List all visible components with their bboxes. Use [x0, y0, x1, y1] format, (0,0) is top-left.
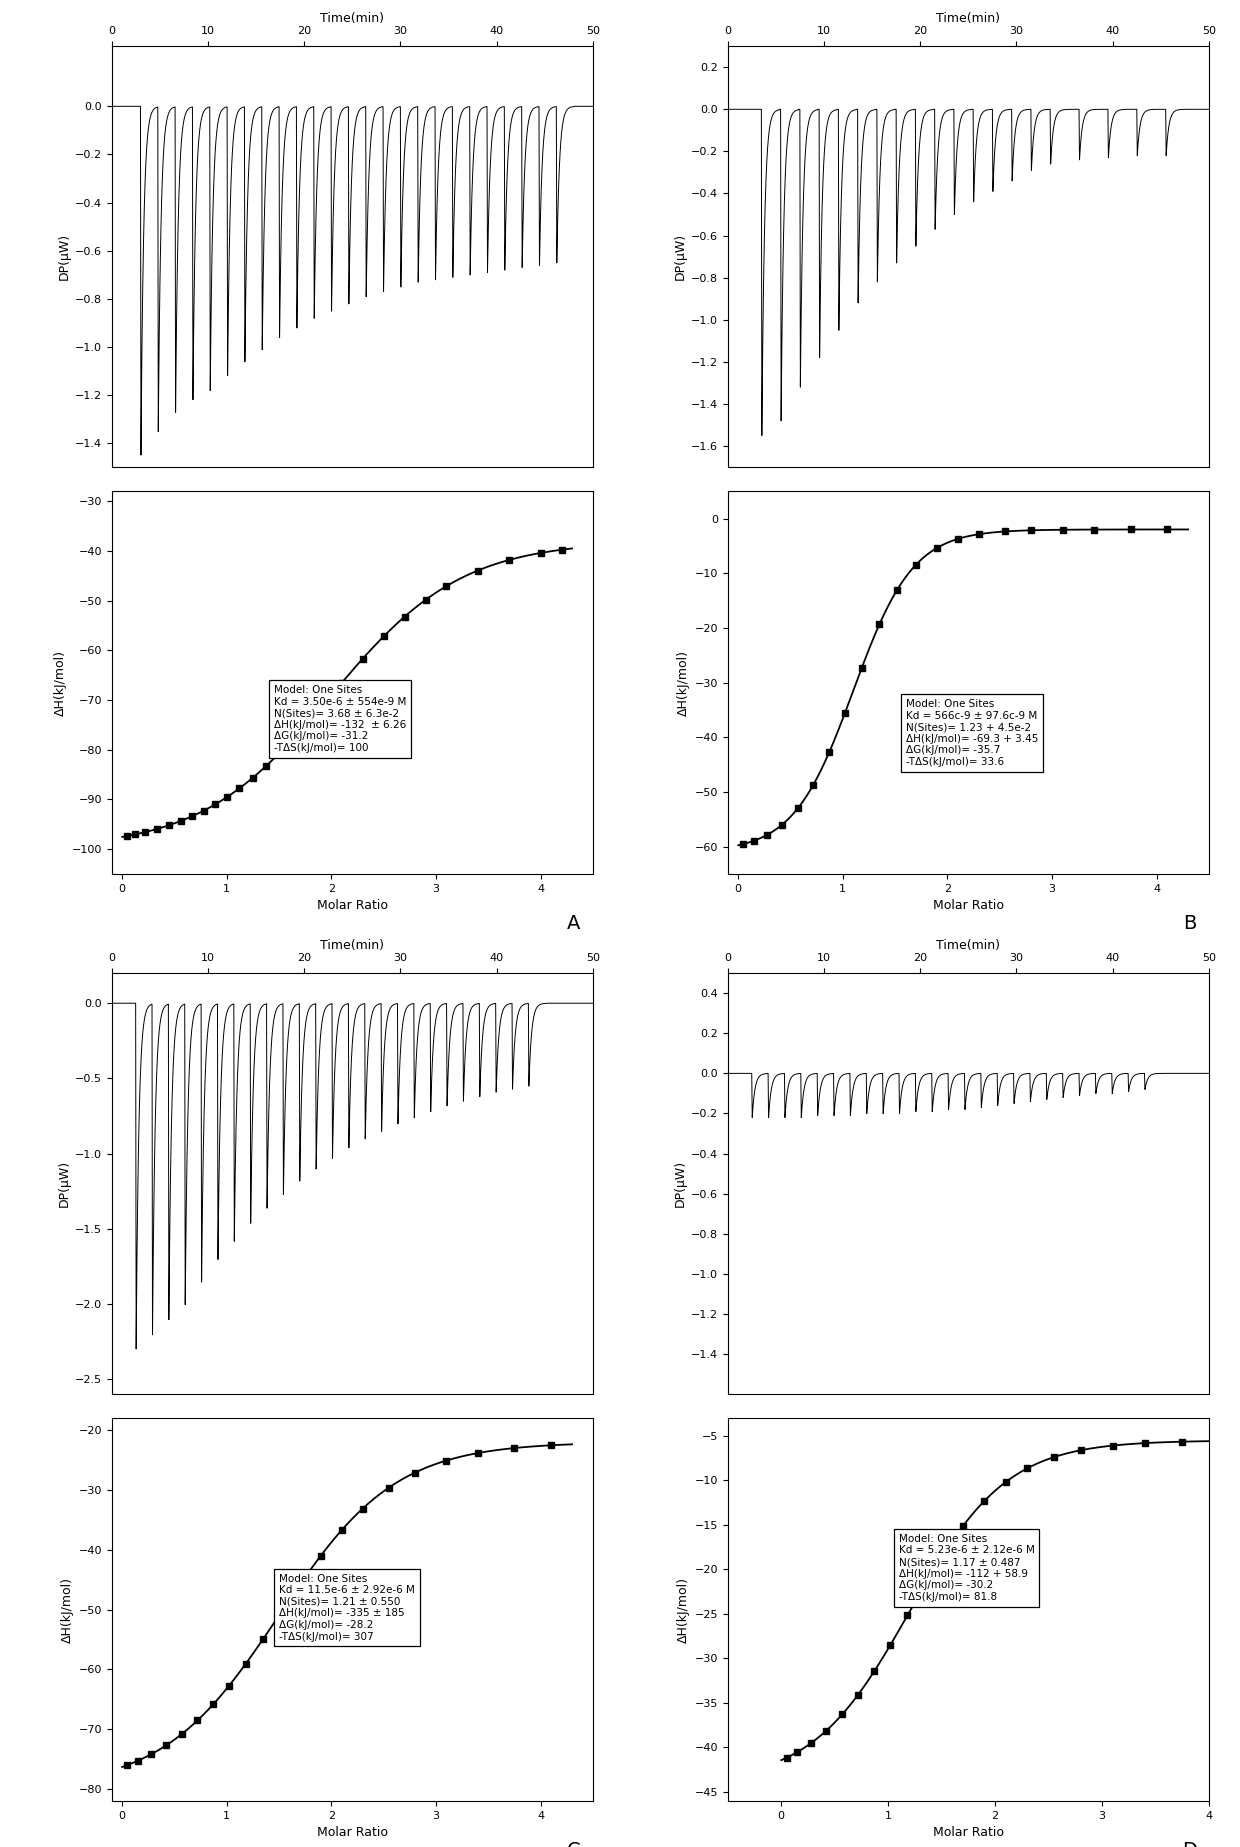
Text: Model: One Sites
Kd = 5.23e-6 ± 2.12e-6 M
N(Sites)= 1.17 ± 0.487
ΔH(kJ/mol)= -11: Model: One Sites Kd = 5.23e-6 ± 2.12e-6 …	[899, 1533, 1034, 1601]
Y-axis label: ΔH(kJ/mol): ΔH(kJ/mol)	[677, 1577, 691, 1642]
Text: A: A	[567, 914, 580, 933]
X-axis label: Molar Ratio: Molar Ratio	[932, 1827, 1004, 1840]
Text: C: C	[567, 1841, 580, 1847]
Y-axis label: DP(μW): DP(μW)	[57, 1160, 71, 1208]
X-axis label: Molar Ratio: Molar Ratio	[932, 899, 1004, 912]
Y-axis label: ΔH(kJ/mol): ΔH(kJ/mol)	[61, 1577, 74, 1642]
Text: Model: One Sites
Kd = 566c-9 ± 97.6c-9 M
N(Sites)= 1.23 + 4.5e-2
ΔH(kJ/mol)= -69: Model: One Sites Kd = 566c-9 ± 97.6c-9 M…	[905, 698, 1038, 767]
X-axis label: Time(min): Time(min)	[320, 940, 384, 953]
Text: Model: One Sites
Kd = 3.50e-6 ± 554e-9 M
N(Sites)= 3.68 ± 6.3e-2
ΔH(kJ/mol)= -13: Model: One Sites Kd = 3.50e-6 ± 554e-9 M…	[274, 685, 407, 754]
X-axis label: Molar Ratio: Molar Ratio	[316, 1827, 388, 1840]
Y-axis label: DP(μW): DP(μW)	[673, 233, 687, 281]
X-axis label: Time(min): Time(min)	[936, 940, 1001, 953]
Y-axis label: DP(μW): DP(μW)	[673, 1160, 687, 1208]
Text: B: B	[1183, 914, 1197, 933]
Text: Model: One Sites
Kd = 11.5e-6 ± 2.92e-6 M
N(Sites)= 1.21 ± 0.550
ΔH(kJ/mol)= -33: Model: One Sites Kd = 11.5e-6 ± 2.92e-6 …	[279, 1574, 415, 1642]
Text: D: D	[1182, 1841, 1197, 1847]
Y-axis label: ΔH(kJ/mol): ΔH(kJ/mol)	[55, 650, 67, 715]
X-axis label: Time(min): Time(min)	[936, 13, 1001, 26]
X-axis label: Time(min): Time(min)	[320, 13, 384, 26]
Y-axis label: ΔH(kJ/mol): ΔH(kJ/mol)	[677, 650, 691, 715]
Y-axis label: DP(μW): DP(μW)	[57, 233, 71, 281]
X-axis label: Molar Ratio: Molar Ratio	[316, 899, 388, 912]
